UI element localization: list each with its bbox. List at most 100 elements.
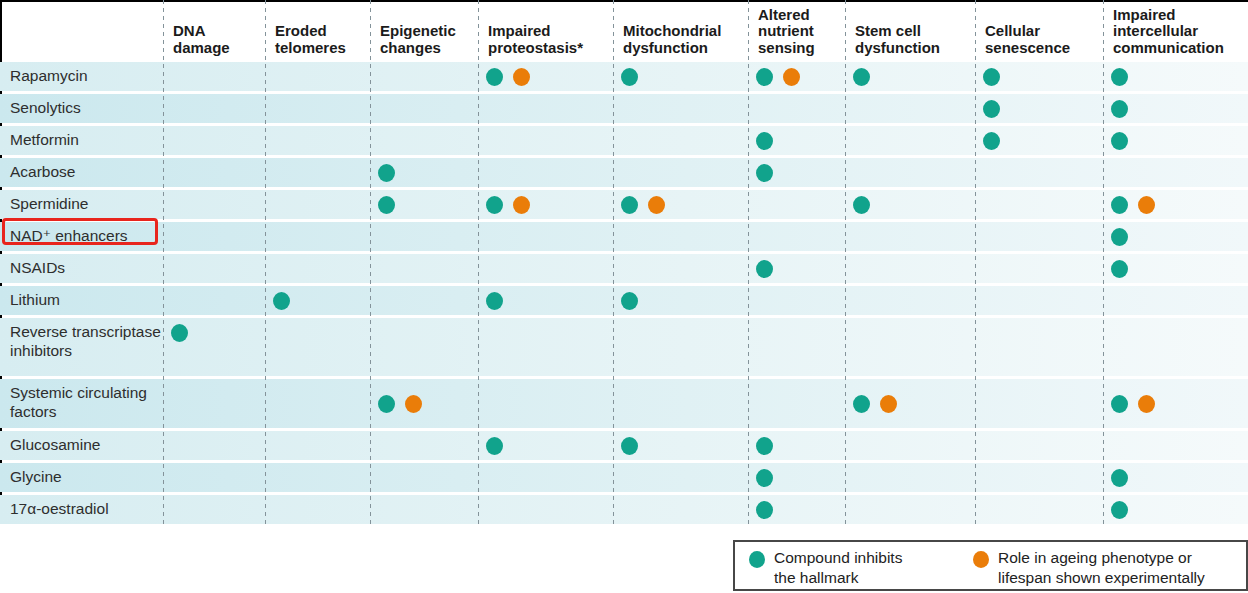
column-header-label: Stem cell dysfunction [855, 23, 941, 57]
matrix-cell [1103, 62, 1248, 91]
matrix-cell [370, 495, 478, 524]
column-header: Impaired proteostasis* [478, 0, 613, 62]
column-separator-line [163, 0, 164, 527]
matrix-cell [370, 158, 478, 187]
inhibits-dot-icon [983, 100, 1000, 118]
column-header: Epigenetic changes [370, 0, 478, 62]
row-label: Metformin [0, 126, 163, 155]
row-label: Acarbose [0, 158, 163, 187]
inhibits-dot-icon [1111, 501, 1128, 519]
column-separator-line [845, 0, 846, 527]
matrix-cell [163, 495, 265, 524]
matrix-cell [748, 431, 845, 460]
matrix-cell [613, 254, 748, 283]
column-separator-line [748, 0, 749, 527]
inhibits-dot-icon [853, 196, 870, 214]
matrix-cell [163, 222, 265, 251]
matrix-cell [748, 126, 845, 155]
inhibits-dot-icon [621, 292, 638, 310]
column-header-label: Impaired intercellular communication [1113, 7, 1221, 57]
matrix-cell [265, 431, 370, 460]
matrix-cell [613, 62, 748, 91]
matrix-cell [163, 379, 265, 428]
matrix-cell [748, 254, 845, 283]
table-row: 17α-oestradiol [0, 495, 1248, 524]
matrix-cell [265, 463, 370, 492]
matrix-cell [265, 62, 370, 91]
matrix-cell [163, 318, 265, 376]
compounds-hallmarks-figure: DNA damage Eroded telomeres Epigenetic cha… [0, 0, 1248, 593]
column-header-label: Eroded telomeres [275, 23, 349, 57]
column-separator-line [478, 0, 479, 527]
inhibits-dot-icon [756, 437, 773, 455]
matrix-cell [163, 158, 265, 187]
column-header: DNA damage [163, 0, 265, 62]
table-row: Glucosamine [0, 431, 1248, 460]
matrix-cell [748, 62, 845, 91]
matrix-cell [845, 94, 975, 123]
row-label: Senolytics [0, 94, 163, 123]
column-header-label: DNA damage [173, 23, 233, 57]
matrix-cell [975, 431, 1103, 460]
inhibits-dot-icon [1111, 196, 1128, 214]
matrix-cell [370, 190, 478, 219]
matrix-cell [1103, 126, 1248, 155]
inhibits-dot-icon [983, 68, 1000, 86]
inhibits-dot-icon [171, 324, 188, 342]
column-separator-line [370, 0, 371, 527]
inhibits-dot-icon [756, 260, 773, 278]
row-label: Spermidine [0, 190, 163, 219]
matrix-cell [845, 126, 975, 155]
matrix-cell [478, 94, 613, 123]
matrix-cell [613, 379, 748, 428]
matrix-cell [265, 495, 370, 524]
inhibits-dot-icon [853, 395, 870, 413]
matrix-cell [370, 431, 478, 460]
column-header-label: Epigenetic changes [380, 23, 458, 57]
matrix-cell [1103, 222, 1248, 251]
inhibits-dot-icon [621, 196, 638, 214]
matrix-cell [478, 190, 613, 219]
matrix-cell [370, 286, 478, 315]
matrix-cell [1103, 379, 1248, 428]
column-header: Eroded telomeres [265, 0, 370, 62]
experimental-dot-icon [648, 196, 665, 214]
legend-label: Compound inhibitsthe hallmark [774, 548, 902, 588]
matrix-cell [478, 318, 613, 376]
matrix-cell [265, 254, 370, 283]
matrix-cell [163, 94, 265, 123]
experimental-dot-icon [1138, 196, 1155, 214]
matrix-cell [975, 379, 1103, 428]
matrix-cell [748, 94, 845, 123]
inhibits-dot-icon [756, 68, 773, 86]
experimental-dot-icon [783, 68, 800, 86]
teal-dot-icon [749, 551, 765, 568]
inhibits-dot-icon [756, 469, 773, 487]
matrix-cell [163, 190, 265, 219]
matrix-cell [845, 495, 975, 524]
row-label: NSAIDs [0, 254, 163, 283]
matrix-cell [748, 463, 845, 492]
column-header: Impaired intercellular communication [1103, 0, 1248, 62]
matrix-cell [748, 222, 845, 251]
table-row: Lithium [0, 286, 1248, 315]
matrix-cell [1103, 190, 1248, 219]
matrix-cell [163, 254, 265, 283]
inhibits-dot-icon [378, 164, 395, 182]
matrix-cell [613, 463, 748, 492]
matrix-cell [748, 495, 845, 524]
matrix-cell [975, 286, 1103, 315]
inhibits-dot-icon [486, 196, 503, 214]
table-row: Metformin [0, 126, 1248, 155]
matrix-cell [845, 318, 975, 376]
table-row: Reverse transcriptase inhibitors [0, 318, 1248, 376]
matrix-cell [613, 431, 748, 460]
matrix-cell [845, 158, 975, 187]
matrix-cell [370, 463, 478, 492]
legend-label: Role in ageing phenotype orlifespan show… [998, 548, 1205, 588]
row-label: Reverse transcriptase inhibitors [0, 318, 163, 376]
matrix-cell [845, 62, 975, 91]
matrix-cell [975, 62, 1103, 91]
matrix-cell [370, 94, 478, 123]
inhibits-dot-icon [1111, 395, 1128, 413]
